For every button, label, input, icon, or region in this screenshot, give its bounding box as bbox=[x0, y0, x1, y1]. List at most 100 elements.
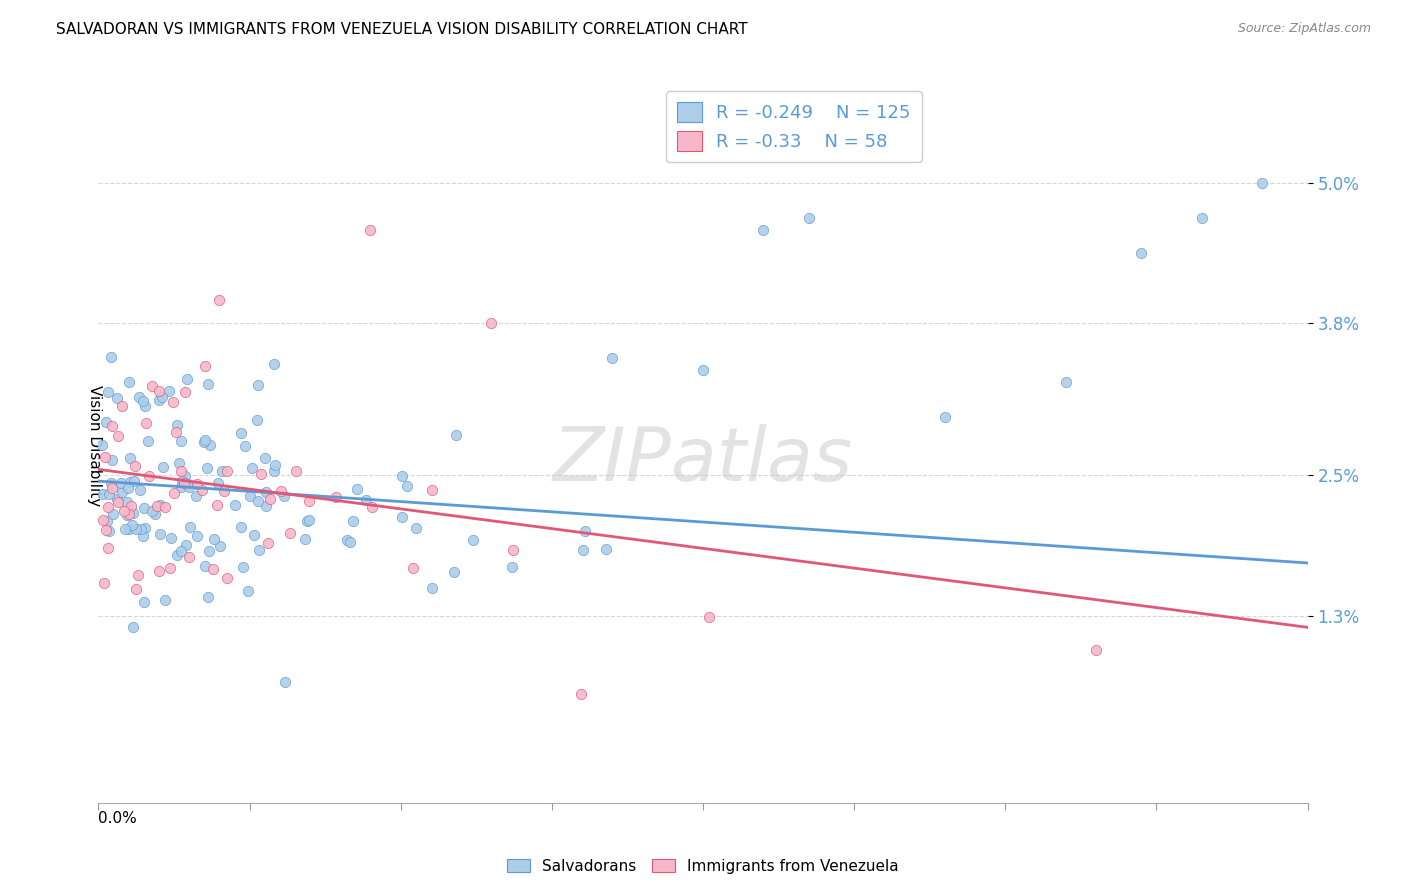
Point bbox=[120, 500, 142, 514]
Point bbox=[117, 481, 139, 495]
Point bbox=[122, 620, 145, 634]
Point bbox=[186, 477, 208, 491]
Point bbox=[110, 476, 132, 491]
Point bbox=[97, 541, 120, 555]
Point bbox=[233, 439, 256, 453]
Point bbox=[141, 504, 163, 518]
Point bbox=[160, 531, 183, 545]
Point bbox=[254, 499, 277, 513]
Point bbox=[232, 560, 254, 574]
Point bbox=[254, 485, 277, 500]
Point bbox=[195, 461, 218, 475]
Point bbox=[150, 390, 173, 404]
Point bbox=[170, 474, 193, 488]
Point bbox=[138, 468, 160, 483]
Point bbox=[197, 376, 219, 391]
Point bbox=[697, 610, 720, 624]
Point bbox=[208, 539, 231, 553]
Point bbox=[254, 451, 277, 466]
Point bbox=[157, 384, 180, 398]
Point bbox=[166, 417, 188, 432]
Point bbox=[148, 565, 170, 579]
Point bbox=[105, 391, 128, 405]
Point bbox=[163, 486, 186, 500]
Point bbox=[231, 519, 253, 533]
Point bbox=[259, 492, 281, 507]
Point bbox=[97, 524, 120, 539]
Point bbox=[298, 493, 321, 508]
Point bbox=[391, 469, 413, 483]
Point bbox=[263, 357, 285, 371]
Point bbox=[118, 451, 141, 466]
Point bbox=[443, 565, 465, 579]
Point bbox=[118, 507, 141, 521]
Point bbox=[107, 429, 129, 443]
Point bbox=[934, 409, 956, 424]
Point bbox=[129, 522, 152, 536]
Point bbox=[134, 521, 156, 535]
Point bbox=[90, 438, 112, 452]
Point bbox=[202, 532, 225, 546]
Point bbox=[136, 434, 159, 449]
Text: ZIPatlas: ZIPatlas bbox=[553, 425, 853, 496]
Point bbox=[194, 559, 217, 574]
Point bbox=[205, 498, 228, 512]
Point bbox=[797, 211, 820, 225]
Point bbox=[177, 476, 200, 491]
Point bbox=[124, 582, 146, 596]
Point bbox=[194, 433, 217, 447]
Point bbox=[118, 475, 141, 490]
Point bbox=[155, 592, 177, 607]
Point bbox=[134, 399, 156, 413]
Point bbox=[194, 359, 217, 374]
Point bbox=[405, 521, 427, 535]
Point bbox=[481, 316, 503, 330]
Point bbox=[173, 469, 195, 483]
Point bbox=[420, 581, 443, 595]
Point bbox=[247, 494, 270, 508]
Point bbox=[202, 562, 225, 576]
Point bbox=[574, 524, 596, 539]
Point bbox=[148, 384, 170, 399]
Point bbox=[572, 543, 595, 558]
Point bbox=[165, 425, 187, 440]
Point bbox=[401, 561, 423, 575]
Point bbox=[132, 394, 155, 409]
Point bbox=[274, 674, 297, 689]
Point bbox=[270, 484, 292, 499]
Point bbox=[100, 453, 122, 467]
Point bbox=[1191, 211, 1213, 225]
Point bbox=[240, 460, 263, 475]
Point bbox=[159, 561, 181, 575]
Point bbox=[177, 480, 200, 494]
Point bbox=[127, 568, 149, 582]
Point bbox=[146, 499, 169, 513]
Point bbox=[100, 475, 122, 490]
Point bbox=[1085, 642, 1108, 657]
Point bbox=[198, 438, 221, 452]
Point bbox=[595, 542, 617, 557]
Point bbox=[229, 426, 252, 441]
Point bbox=[167, 456, 190, 470]
Point bbox=[294, 533, 316, 547]
Point bbox=[391, 510, 413, 524]
Point bbox=[132, 529, 155, 543]
Point bbox=[215, 571, 238, 585]
Point bbox=[93, 576, 115, 591]
Point bbox=[132, 500, 155, 515]
Text: 0.0%: 0.0% bbox=[98, 812, 138, 826]
Point bbox=[395, 479, 418, 493]
Point bbox=[212, 484, 235, 499]
Point bbox=[117, 508, 139, 522]
Point bbox=[602, 351, 624, 366]
Point bbox=[273, 489, 295, 503]
Point bbox=[166, 548, 188, 562]
Point bbox=[112, 504, 135, 518]
Point bbox=[170, 434, 193, 449]
Point bbox=[132, 595, 155, 609]
Point bbox=[420, 483, 443, 497]
Point bbox=[170, 543, 193, 558]
Point bbox=[135, 417, 157, 431]
Point bbox=[148, 393, 170, 408]
Point bbox=[224, 498, 246, 512]
